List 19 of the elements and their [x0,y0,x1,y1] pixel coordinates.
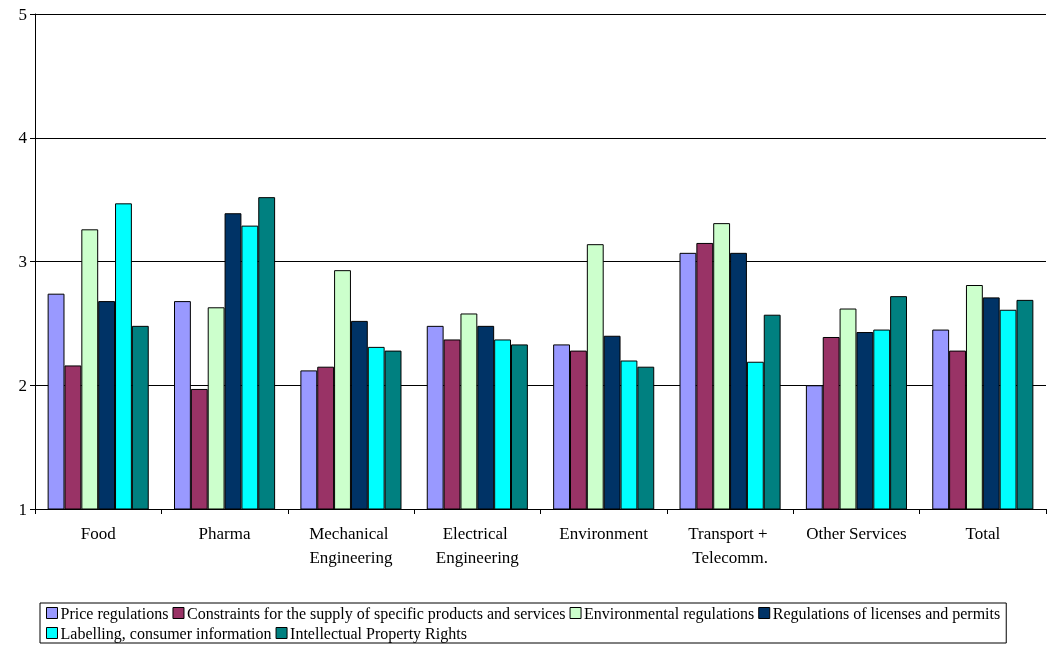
x-tick-label: Mechanical Engineering [309,523,393,567]
y-tick-label: 2 [18,375,27,395]
legend-label: Labelling, consumer information [60,624,272,643]
legend-label: Regulations of licenses and permits [772,604,1001,623]
x-tick-label: Pharma [198,523,251,543]
x-tick-label: Other Services [806,523,907,543]
x-tick-label: Transport + Telecomm. [688,523,772,567]
x-tick-label: Electrical Engineering [435,523,520,567]
legend-label: Environmental regulations [584,604,755,623]
y-tick-label: 3 [18,252,27,271]
legend-label: Constraints for the supply of specific products and services [186,604,566,623]
x-tick-label: Environment [559,523,649,543]
x-tick-label: Food [80,523,117,543]
x-tick-label: Total [965,523,1001,543]
y-tick-label: 4 [18,128,28,148]
legend-label: Intellectual Property Rights [290,624,467,643]
y-tick-label: 1 [18,499,27,519]
y-tick-label: 5 [18,4,27,24]
legend-label: Price regulations [60,604,169,623]
